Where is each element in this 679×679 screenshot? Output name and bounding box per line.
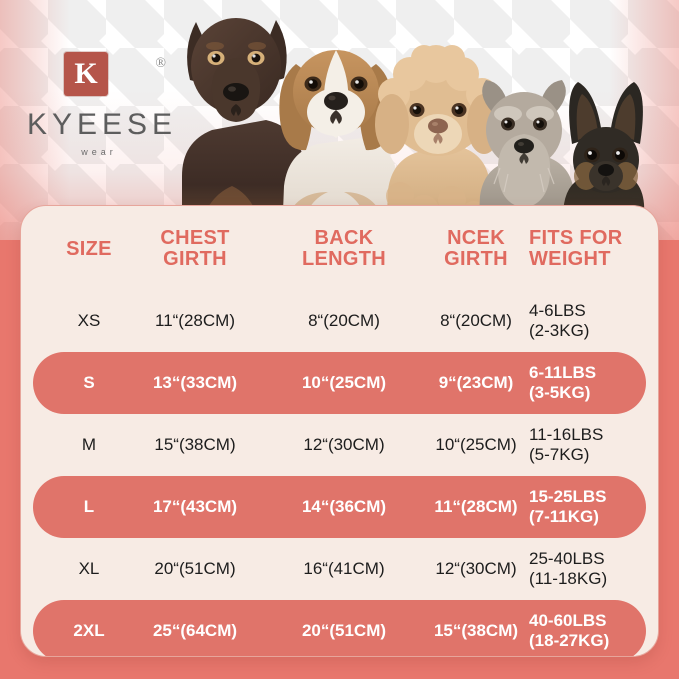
logo-k-mark — [64, 52, 108, 96]
cell-neck-girth: 12“(30CM) — [435, 559, 517, 579]
table-row[interactable]: S 13“(33CM) 10“(25CM) 9“(23CM) 6-11LBS (… — [21, 352, 658, 414]
cell-back-length: 8“(20CM) — [308, 311, 380, 331]
cell-fits-for-weight: 6-11LBS (3-5KG) — [529, 363, 597, 402]
cell-size: L — [83, 497, 95, 517]
cell-neck-girth: 8“(20CM) — [440, 311, 512, 331]
size-chart-table: SIZE CHEST GIRTH BACK LENGTH NCEK GIRTH … — [20, 205, 659, 657]
cell-chest-girth: 15“(38CM) — [154, 435, 236, 455]
table-row[interactable]: L 17“(43CM) 14“(36CM) 11“(28CM) 15-25LBS… — [21, 476, 658, 538]
column-header-fits-for-weight: FITS FOR WEIGHT — [529, 227, 623, 270]
cell-fits-for-weight: 15-25LBS (7-11KG) — [529, 487, 607, 526]
brand-name: KYEESE — [27, 108, 178, 141]
cell-size: S — [83, 373, 95, 393]
cell-size: M — [81, 435, 97, 455]
column-header-chest-girth: CHEST GIRTH — [160, 227, 230, 270]
brand-logo: ® KYEESE wear — [22, 52, 172, 157]
cell-back-length: 10“(25CM) — [301, 373, 387, 393]
column-header-back-length: BACK LENGTH — [301, 227, 387, 270]
cell-fits-for-weight: 11-16LBS (5-7KG) — [529, 425, 604, 464]
brand-tagline: wear — [81, 147, 117, 157]
cell-back-length: 16“(41CM) — [303, 559, 385, 579]
cell-neck-girth: 10“(25CM) — [435, 435, 517, 455]
cell-back-length: 12“(30CM) — [303, 435, 385, 455]
cell-neck-girth: 9“(23CM) — [438, 373, 514, 393]
logo-row: ® — [22, 52, 172, 100]
table-row[interactable]: M 15“(38CM) 12“(30CM) 10“(25CM) 11-16LBS… — [21, 414, 658, 476]
cell-size: 2XL — [73, 621, 105, 641]
cell-neck-girth: 11“(28CM) — [434, 497, 518, 517]
cell-neck-girth: 15“(38CM) — [433, 621, 519, 641]
cell-back-length: 14“(36CM) — [301, 497, 387, 517]
row-highlight-pill — [33, 600, 646, 656]
cell-fits-for-weight: 4-6LBS (2-3KG) — [529, 301, 590, 340]
table-header-row: SIZE CHEST GIRTH BACK LENGTH NCEK GIRTH … — [21, 218, 658, 280]
registered-trademark-icon: ® — [155, 56, 166, 71]
table-row[interactable]: XS 11“(28CM) 8“(20CM) 8“(20CM) 4-6LBS (2… — [21, 290, 658, 352]
column-header-neck-girth: NCEK GIRTH — [444, 227, 508, 270]
cell-chest-girth: 11“(28CM) — [155, 311, 235, 331]
cell-chest-girth: 25“(64CM) — [152, 621, 238, 641]
table-row[interactable]: 2XL 25“(64CM) 20“(51CM) 15“(38CM) 40-60L… — [21, 600, 658, 656]
cell-size: XS — [77, 311, 101, 331]
cell-chest-girth: 20“(51CM) — [154, 559, 236, 579]
column-header-size: SIZE — [66, 237, 112, 260]
cell-fits-for-weight: 25-40LBS (11-18KG) — [529, 549, 608, 588]
table-row[interactable]: XL 20“(51CM) 16“(41CM) 12“(30CM) 25-40LB… — [21, 538, 658, 600]
cell-chest-girth: 17“(43CM) — [152, 497, 238, 517]
cell-size: XL — [78, 559, 100, 579]
row-highlight-pill — [33, 352, 646, 414]
cell-chest-girth: 13“(33CM) — [152, 373, 238, 393]
row-highlight-pill — [33, 476, 646, 538]
hero-banner: ® KYEESE wear — [0, 0, 679, 240]
cell-fits-for-weight: 40-60LBS (18-27KG) — [529, 611, 610, 650]
cell-back-length: 20“(51CM) — [301, 621, 387, 641]
